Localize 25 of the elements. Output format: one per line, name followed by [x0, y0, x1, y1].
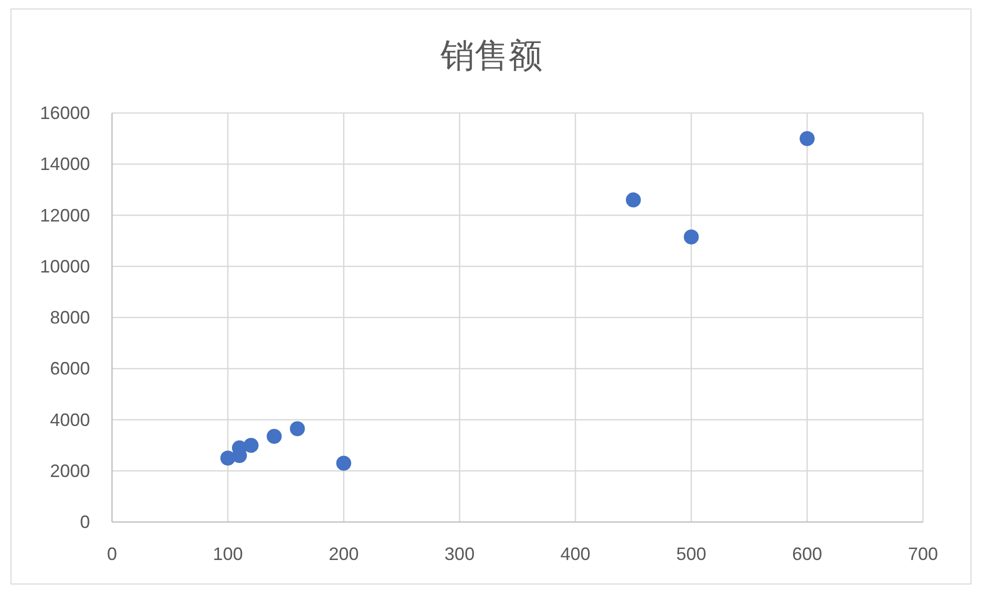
y-tick-label: 16000: [40, 103, 90, 123]
point: [684, 229, 699, 244]
point: [290, 421, 305, 436]
x-tick-label: 300: [444, 544, 475, 564]
point: [266, 428, 282, 444]
x-tick-label: 700: [908, 544, 938, 564]
x-tick-label: 400: [560, 544, 590, 564]
y-tick-label: 12000: [40, 205, 90, 226]
y-tick-label: 14000: [40, 154, 90, 174]
point: [800, 131, 815, 146]
y-tick-label: 2000: [50, 460, 90, 481]
x-tick-label: 100: [212, 544, 243, 564]
y-tick-label: 10000: [40, 256, 90, 276]
x-tick-label: 0: [106, 544, 118, 564]
chart-title: 销售额: [440, 37, 542, 75]
point: [336, 456, 352, 471]
x-tick-label: 200: [328, 544, 359, 564]
point: [244, 438, 259, 453]
point: [626, 192, 641, 208]
x-tick-label: 600: [792, 544, 822, 564]
y-tick-label: 6000: [50, 358, 90, 379]
x-tick-label: 500: [676, 544, 706, 564]
y-tick-label: 8000: [50, 308, 90, 328]
y-tick-label: 0: [80, 512, 90, 532]
y-tick-label: 4000: [50, 410, 90, 430]
